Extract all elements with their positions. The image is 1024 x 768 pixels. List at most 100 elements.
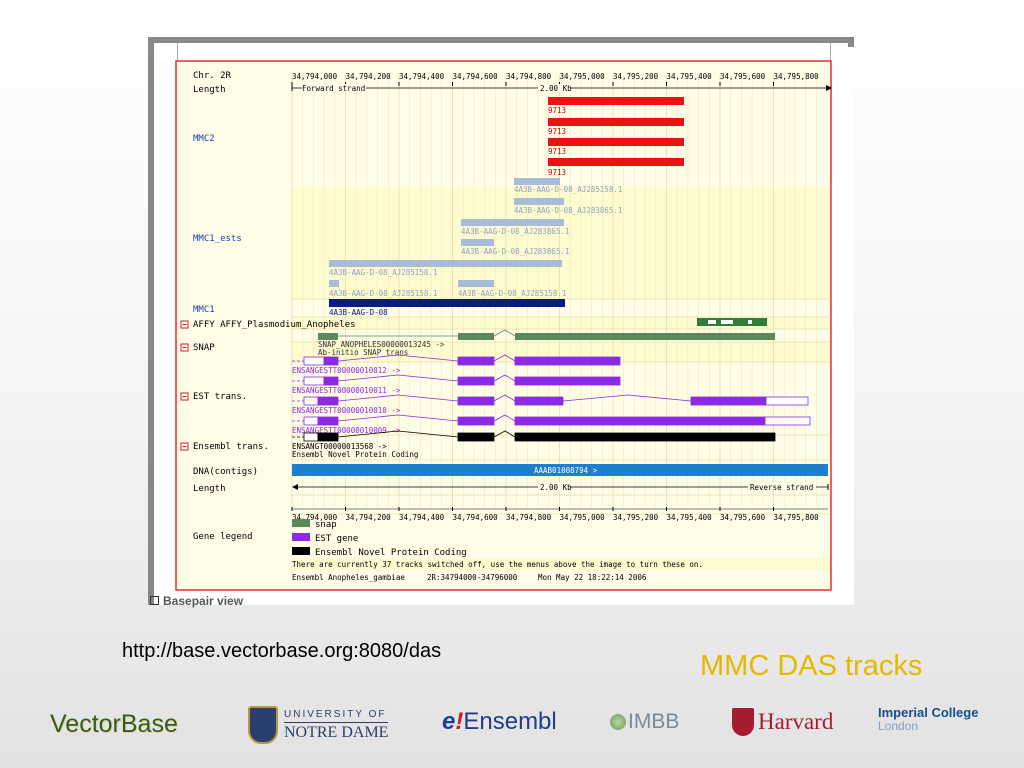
ruler-tick-label: 34,794,000 xyxy=(292,513,338,522)
track-label-mmc2: MMC2 xyxy=(193,134,215,144)
est-feature-label: 4A3B-AAG-D-08_AJ283865.1 xyxy=(514,206,622,215)
track-label-affy: AFFY AFFY_Plasmodium_Anopheles xyxy=(193,320,356,330)
footer-date: Mon May 22 18:22:14 2006 xyxy=(538,573,647,582)
imbb-logo: IMBB xyxy=(610,710,679,734)
ruler-tick-label: 34,794,200 xyxy=(346,513,392,522)
mmc2-feature-label: 9713 xyxy=(548,168,566,177)
globe-icon xyxy=(610,714,626,730)
est-feature xyxy=(461,239,494,246)
scale-kb-label: 2.00 Kb xyxy=(540,84,572,93)
imbb-word: IMBB xyxy=(628,710,680,733)
snap-id: SNAP_ANOPHELES00000013245 -> xyxy=(318,340,445,349)
chr-label: Chr. 2R xyxy=(193,71,232,81)
est-feature-label: 4A3B-AAG-D-08_AJ285158.1 xyxy=(458,289,566,298)
ensembl-word: Ensembl xyxy=(463,708,557,735)
ensembl-trans-id: ENSANGT00000013568 -> xyxy=(292,442,387,451)
snap-transcript: SNAP_ANOPHELES00000013245 -> Ab-initio S… xyxy=(318,329,775,357)
track-label-est-trans: EST trans. xyxy=(193,392,247,402)
notre-dame-top: UNIVERSITY OF xyxy=(284,709,389,723)
notre-dame-logo: UNIVERSITY OF NOTRE DAME xyxy=(248,704,389,746)
ruler-tick-label: 34,794,000 xyxy=(292,72,338,81)
track-toggle-est-trans xyxy=(180,392,189,401)
ruler-tick-label: 34,794,800 xyxy=(506,513,552,522)
legend-swatch-est xyxy=(292,533,310,541)
ensembl-logo: e!Ensembl xyxy=(442,708,557,736)
scale-kb-label-bottom: 2.00 Kb xyxy=(540,483,572,492)
est-feature xyxy=(514,178,560,185)
est-transcripts xyxy=(292,354,811,426)
est-trans-id: ENSANGESTT00000010011 -> xyxy=(292,386,401,395)
ruler-tick-label: 34,794,400 xyxy=(399,513,445,522)
contig-label: AAAB01008794 > xyxy=(534,466,598,475)
mmc2-feature-label: 9713 xyxy=(548,147,566,156)
legend-swatch-ensembl xyxy=(292,547,310,555)
ruler-tick-label: 34,795,600 xyxy=(720,513,766,522)
est-trans-id: ENSANGESTT00000010010 -> xyxy=(292,406,401,415)
footer-region: 2R:34794000-34796000 xyxy=(427,573,518,582)
gene-legend-label: Gene legend xyxy=(193,532,253,542)
legend-label-est: EST gene xyxy=(315,534,358,544)
mmc2-features: 9713 9713 9713 9713 xyxy=(548,97,684,177)
track-stripe xyxy=(291,187,829,299)
est-feature-label: 4A3B-AAG-D-08_AJ285158.1 xyxy=(514,185,622,194)
imperial-college-logo: Imperial College London xyxy=(878,706,978,732)
est-feature-label: 4A3B-AAG-D-08_AJ283865.1 xyxy=(461,227,569,236)
window-frame-top xyxy=(148,37,854,43)
imperial-line-1: Imperial College xyxy=(878,705,979,720)
ensembl-bang: ! xyxy=(455,708,464,735)
est-feature-label: 4A3B-AAG-D-08_AJ283865.1 xyxy=(461,247,569,256)
mmc1-est-features: 4A3B-AAG-D-08_AJ285158.1 4A3B-AAG-D-08_A… xyxy=(329,178,622,298)
footer-species: Ensembl Anopheles_gambiae xyxy=(292,573,405,582)
contigview-image: Chr. 2R Length MMC2 MMC1_ests MMC1 AFFY … xyxy=(175,60,832,591)
track-toggle-ensembl-trans xyxy=(180,442,189,451)
notre-dame-bottom: NOTRE DAME xyxy=(284,723,389,741)
ensembl-e: e xyxy=(442,708,456,735)
est-feature xyxy=(329,280,339,287)
est-feature xyxy=(458,280,494,287)
mmc2-feature xyxy=(548,158,684,166)
ruler-tick-label: 34,795,800 xyxy=(774,513,820,522)
reverse-strand-label: Reverse strand xyxy=(750,483,813,492)
est-feature xyxy=(461,219,564,226)
est-feature-label: 4A3B-AAG-D-08_AJ285158.1 xyxy=(329,289,437,298)
est-trans-id: ENSANGESTT00000010009 -> xyxy=(292,426,401,435)
track-stripe xyxy=(291,342,829,362)
ruler-tick-label: 34,795,800 xyxy=(774,72,820,81)
mmc2-feature-label: 9713 xyxy=(548,127,566,136)
mmc1-feature xyxy=(329,299,565,307)
slide-title: MMC DAS tracks xyxy=(700,650,923,682)
shield-icon xyxy=(248,706,278,744)
est-trans-id: ENSANGESTT00000010012 -> xyxy=(292,366,401,375)
mmc2-feature-label: 9713 xyxy=(548,106,566,115)
frame-divider xyxy=(177,43,178,61)
basepair-view-label: Basepair view xyxy=(163,594,244,608)
mmc2-feature xyxy=(548,138,684,146)
contig-bar xyxy=(292,464,828,476)
ruler-tick-label: 34,794,800 xyxy=(506,72,552,81)
track-toggle-snap xyxy=(180,343,189,352)
mmc2-feature xyxy=(548,97,684,105)
ruler-tick-label: 34,794,600 xyxy=(453,513,499,522)
mmc2-feature xyxy=(548,118,684,126)
ruler-tick-label: 34,795,600 xyxy=(720,72,766,81)
legend-label-snap: snap xyxy=(315,520,337,530)
est-feature xyxy=(329,260,562,267)
track-label-dna-contigs: DNA(contigs) xyxy=(193,467,258,477)
basepair-view-toggle[interactable]: Basepair view xyxy=(150,594,243,608)
window-frame-right xyxy=(848,37,854,47)
ruler-tick-label: 34,795,400 xyxy=(667,513,713,522)
est-feature-label: 4A3B-AAG-D-08_AJ285158.1 xyxy=(329,268,437,277)
expand-icon xyxy=(150,596,159,605)
track-label-snap: SNAP xyxy=(193,343,215,353)
legend-label-ensembl: Ensembl Novel Protein Coding xyxy=(315,548,467,558)
shield-icon xyxy=(732,708,754,736)
ruler-tick-label: 34,795,200 xyxy=(613,513,659,522)
ensembl-trans-desc: Ensembl Novel Protein Coding xyxy=(292,450,418,459)
ruler-tick-label: 34,794,200 xyxy=(346,72,392,81)
track-stripe xyxy=(291,317,829,329)
length-label-bottom: Length xyxy=(193,484,226,494)
ruler-tick-label: 34,794,400 xyxy=(399,72,445,81)
snap-desc: Ab-initio SNAP trans xyxy=(318,348,408,357)
track-toggle-affy xyxy=(180,320,189,329)
affy-feature xyxy=(697,318,767,326)
